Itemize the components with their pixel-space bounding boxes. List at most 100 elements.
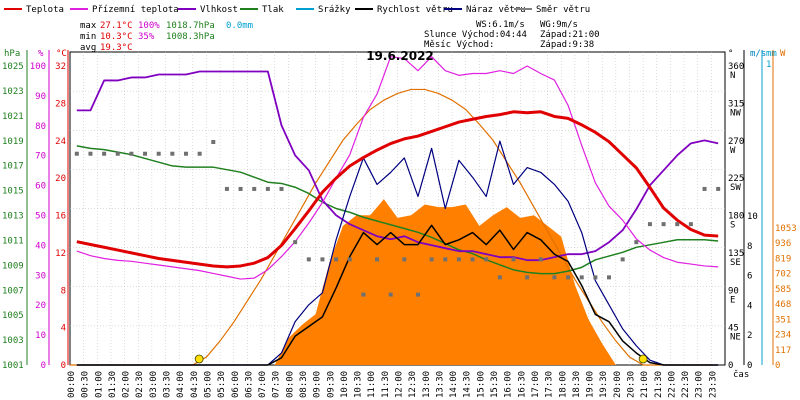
- axis-unit-w: W: [780, 49, 786, 59]
- axis-tick-hpa: 1021: [2, 112, 24, 122]
- wind-direction-point: [456, 257, 461, 262]
- axis-tick-pct: 100: [30, 62, 46, 72]
- axis-tick-w: 819: [775, 254, 791, 264]
- wind-direction-point: [211, 139, 216, 144]
- wind-direction-point: [115, 151, 120, 156]
- axis-tick-degc: 28: [55, 99, 66, 109]
- x-tick-label: 11:30: [381, 371, 391, 398]
- x-tick-label: 10:30: [354, 371, 364, 398]
- x-tick-label: 06:00: [231, 371, 241, 398]
- wind-direction-point: [566, 275, 571, 280]
- axis-tick-dir: 0: [728, 361, 733, 371]
- axis-tick-compass: N: [730, 71, 735, 81]
- axis-tick-degc: 24: [55, 137, 66, 147]
- x-tick-label: 02:30: [135, 371, 145, 398]
- wind-direction-point: [183, 151, 188, 156]
- x-axis-label: čas: [733, 369, 749, 380]
- axis-tick-pct: 60: [35, 182, 46, 192]
- stat-text: avg: [80, 43, 96, 53]
- legend-label-naraz: Náraz větru: [466, 5, 526, 15]
- wind-direction-point: [306, 257, 311, 262]
- wind-direction-point: [320, 257, 325, 262]
- axis-tick-dir: 270: [728, 137, 744, 147]
- wind-direction-point: [716, 186, 721, 191]
- axis-tick-ms: 2: [747, 331, 752, 341]
- x-tick-label: 12:30: [408, 371, 418, 398]
- x-tick-label: 17:00: [531, 371, 541, 398]
- legend: Teplota Přízemní teplota Vlhkost Tlak Srážky…: [4, 5, 590, 15]
- wind-direction-point: [129, 151, 134, 156]
- series-prizemni-teplota: [76, 56, 719, 280]
- axis-tick-ms: 8: [747, 242, 752, 252]
- axis-tick-compass: SW: [730, 183, 741, 193]
- wind-direction-point: [702, 186, 707, 191]
- axis-tick-w: 234: [775, 331, 791, 341]
- axis-tick-compass: S: [730, 221, 735, 231]
- x-tick-label: 23:30: [708, 371, 718, 398]
- axis-tick-hpa: 1017: [2, 162, 24, 172]
- stat-moonset: Západ:9:38: [540, 40, 594, 50]
- wind-direction-point: [334, 257, 339, 262]
- wind-direction-point: [265, 186, 270, 191]
- x-tick-label: 21:30: [654, 371, 664, 398]
- axis-tick-hpa: 1025: [2, 62, 24, 72]
- x-tick-label: 14:30: [463, 371, 473, 398]
- stat-sunrise: Slunce Východ:04:44: [424, 30, 527, 40]
- axis-tick-degc: 0: [61, 361, 66, 371]
- x-tick-label: 07:00: [258, 371, 268, 398]
- axis-tick-ms: 6: [747, 272, 752, 282]
- x-tick-label: 10:00: [340, 371, 350, 398]
- axis-tick-hpa: 1009: [2, 261, 24, 271]
- wind-direction-point: [607, 275, 612, 280]
- stat-text: 1008.3hPa: [166, 32, 215, 42]
- axis-tick-dir: 180: [728, 212, 744, 222]
- sunrise-marker: [194, 354, 204, 364]
- x-tick-label: 01:00: [94, 371, 104, 398]
- axis-tick-hpa: 1019: [2, 137, 24, 147]
- axis-tick-compass: NW: [730, 108, 741, 118]
- series-lines: [74, 56, 721, 366]
- wind-direction-point: [238, 186, 243, 191]
- x-tick-label: 08:30: [299, 371, 309, 398]
- axis-unit-pct: %: [38, 49, 44, 59]
- axis-tick-ms: 10: [747, 212, 758, 222]
- x-tick-label: 11:00: [367, 371, 377, 398]
- wind-direction-point: [443, 257, 448, 262]
- axis-unit-hpa: hPa: [4, 49, 20, 59]
- x-tick-label: 06:30: [244, 371, 254, 398]
- axis-unit-dir: °: [728, 49, 733, 59]
- solar-radiation-area: [70, 88, 712, 366]
- wind-direction-point: [675, 222, 680, 227]
- wind-direction-point: [429, 257, 434, 262]
- wind-direction-point: [552, 275, 557, 280]
- axis-tick-w: 585: [775, 285, 791, 295]
- x-tick-label: 22:30: [681, 371, 691, 398]
- legend-label-smer: Směr větru: [536, 5, 590, 15]
- legend-label-rychlost: Rychlost větru: [377, 5, 453, 15]
- x-tick-label: 22:00: [667, 371, 677, 398]
- wind-direction-point: [293, 240, 298, 245]
- axis-tick-hpa: 1015: [2, 187, 24, 197]
- x-tick-label: 21:00: [640, 371, 650, 398]
- legend-label-rosny: Přízemní teplota: [92, 5, 179, 15]
- axis-tick-dir: 90: [728, 286, 739, 296]
- x-tick-label: 16:30: [517, 371, 527, 398]
- axis-tick-degc: 8: [61, 286, 66, 296]
- wind-direction-point: [484, 257, 489, 262]
- series-rychlost: [76, 224, 719, 366]
- axis-tick-degc: 16: [55, 212, 66, 222]
- wind-direction-point: [593, 275, 598, 280]
- wind-direction-point: [197, 151, 202, 156]
- stat-text: 10.3°C: [100, 32, 133, 42]
- x-tick-label: 20:30: [626, 371, 636, 398]
- x-tick-label: 09:00: [313, 371, 323, 398]
- x-tick-label: 17:30: [545, 371, 555, 398]
- axis-tick-w: 1053: [775, 224, 797, 234]
- x-tick-label: 04:00: [176, 371, 186, 398]
- stat-text: 100%: [138, 21, 160, 31]
- axis-tick-pct: 40: [35, 241, 46, 251]
- x-tick-label: 14:00: [449, 371, 459, 398]
- x-tick-label: 04:30: [190, 371, 200, 398]
- axis-tick-pct: 70: [35, 152, 46, 162]
- x-tick-label: 09:30: [326, 371, 336, 398]
